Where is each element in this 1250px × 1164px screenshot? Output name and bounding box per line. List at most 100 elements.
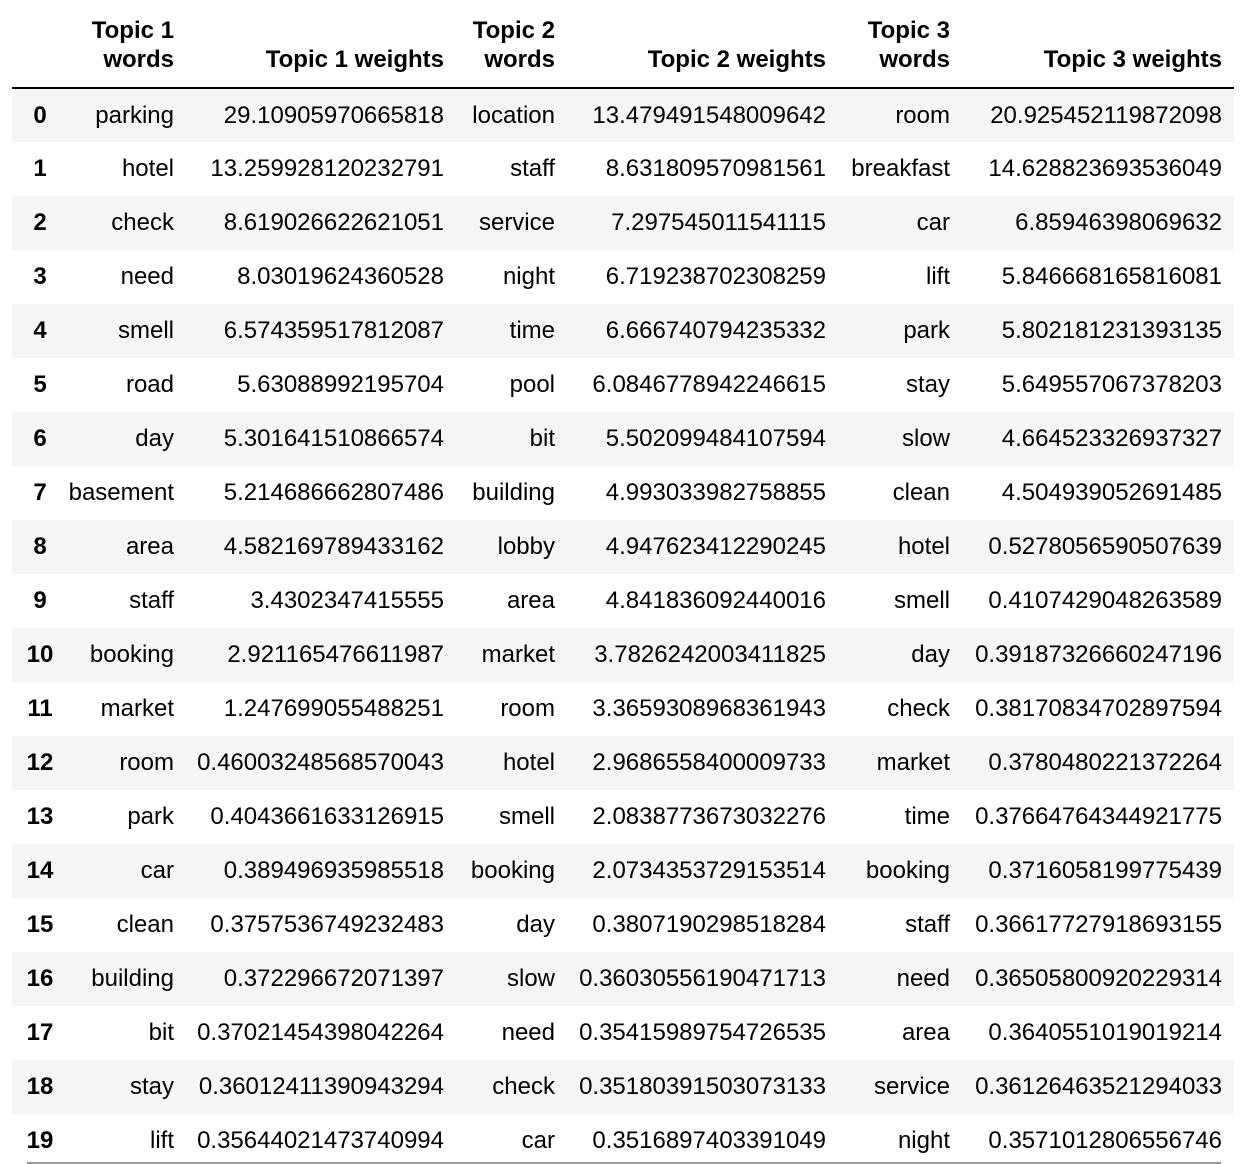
table-row: 14 car 0.389496935985518 booking 2.073435372… [12,844,1234,898]
topic1-word-cell: area [64,520,186,574]
topic2-word-cell: slow [456,952,567,1006]
topic3-word-cell: stay [838,358,962,412]
topic2-weight-cell: 0.36030556190471713 [567,952,838,1006]
topic1-weight-cell: 0.372296672071397 [186,952,456,1006]
topic3-weight-cell: 20.925452119872098 [962,88,1234,142]
row-index-cell: 5 [12,358,64,412]
topic2-weight-cell: 2.0734353729153514 [567,844,838,898]
topic3-word-cell: car [838,196,962,250]
header-topic3-words: Topic 3 words [838,0,962,89]
topic2-word-cell: area [456,574,567,628]
topic2-word-cell: room [456,682,567,736]
row-index-cell: 13 [12,790,64,844]
topic3-weight-cell: 5.649557067378203 [962,358,1234,412]
topic3-word-cell: night [838,1114,962,1164]
topic1-word-cell: check [64,196,186,250]
row-index-cell: 8 [12,520,64,574]
row-index-cell: 16 [12,952,64,1006]
row-index-cell: 10 [12,628,64,682]
table-row: 0 parking 29.10905970665818 location 13.4794… [12,88,1234,142]
topic3-word-cell: slow [838,412,962,466]
topic3-weight-cell: 4.664523326937327 [962,412,1234,466]
topic3-word-cell: market [838,736,962,790]
topic1-word-cell: market [64,682,186,736]
topic2-weight-cell: 0.3807190298518284 [567,898,838,952]
topic2-word-cell: smell [456,790,567,844]
dataframe-output: Topic 1 words Topic 1 weights Topic 2 word… [12,0,1234,1164]
table-row: 2 check 8.619026622621051 service 7.29754501… [12,196,1234,250]
topic1-word-cell: bit [64,1006,186,1060]
topic3-weight-cell: 4.504939052691485 [962,466,1234,520]
topic3-word-cell: park [838,304,962,358]
topic2-weight-cell: 7.297545011541115 [567,196,838,250]
topic1-word-cell: hotel [64,142,186,196]
topic2-weight-cell: 6.719238702308259 [567,250,838,304]
topic3-weight-cell: 14.628823693536049 [962,142,1234,196]
row-index-cell: 12 [12,736,64,790]
row-index-cell: 1 [12,142,64,196]
topic1-weight-cell: 13.259928120232791 [186,142,456,196]
topic1-weight-cell: 1.247699055488251 [186,682,456,736]
table-row: 6 day 5.301641510866574 bit 5.50209948410759… [12,412,1234,466]
topic1-word-cell: smell [64,304,186,358]
topic1-word-cell: staff [64,574,186,628]
topic1-word-cell: park [64,790,186,844]
topic3-word-cell: check [838,682,962,736]
row-index-cell: 4 [12,304,64,358]
row-index-cell: 18 [12,1060,64,1114]
topic2-weight-cell: 3.3659308968361943 [567,682,838,736]
topic3-weight-cell: 0.3716058199775439 [962,844,1234,898]
header-topic1-weights: Topic 1 weights [186,0,456,89]
topic3-word-cell: staff [838,898,962,952]
topic2-weight-cell: 6.0846778942246615 [567,358,838,412]
row-index-cell: 9 [12,574,64,628]
row-index-cell: 3 [12,250,64,304]
topic3-weight-cell: 6.85946398069632 [962,196,1234,250]
topic1-weight-cell: 5.63088992195704 [186,358,456,412]
row-index-cell: 15 [12,898,64,952]
topic1-word-cell: building [64,952,186,1006]
topic2-word-cell: staff [456,142,567,196]
table-row: 17 bit 0.37021454398042264 need 0.3541598975… [12,1006,1234,1060]
topic2-word-cell: time [456,304,567,358]
topic2-word-cell: building [456,466,567,520]
topic2-word-cell: bit [456,412,567,466]
header-topic2-weights: Topic 2 weights [567,0,838,89]
topic2-word-cell: service [456,196,567,250]
topic2-weight-cell: 5.502099484107594 [567,412,838,466]
topic2-word-cell: check [456,1060,567,1114]
topic3-weight-cell: 0.3640551019019214 [962,1006,1234,1060]
table-row: 4 smell 6.574359517812087 time 6.66674079423… [12,304,1234,358]
topic3-word-cell: booking [838,844,962,898]
topic2-weight-cell: 0.3516897403391049 [567,1114,838,1164]
topic2-weight-cell: 4.947623412290245 [567,520,838,574]
topic2-word-cell: location [456,88,567,142]
header-topic3-weights: Topic 3 weights [962,0,1234,89]
row-index-cell: 7 [12,466,64,520]
topic2-weight-cell: 0.35415989754726535 [567,1006,838,1060]
row-index-cell: 14 [12,844,64,898]
table-row: 7 basement 5.214686662807486 building 4.9930… [12,466,1234,520]
row-index-cell: 2 [12,196,64,250]
topic2-weight-cell: 3.7826242003411825 [567,628,838,682]
topic2-weight-cell: 4.993033982758855 [567,466,838,520]
topic3-word-cell: smell [838,574,962,628]
topic3-word-cell: need [838,952,962,1006]
topic1-weight-cell: 0.35644021473740994 [186,1114,456,1164]
topic2-weight-cell: 2.0838773673032276 [567,790,838,844]
topic3-weight-cell: 5.802181231393135 [962,304,1234,358]
topic1-weight-cell: 4.582169789433162 [186,520,456,574]
topic2-weight-cell: 0.35180391503073133 [567,1060,838,1114]
table-row: 16 building 0.372296672071397 slow 0.3603055… [12,952,1234,1006]
topic1-weight-cell: 0.389496935985518 [186,844,456,898]
table-row: 8 area 4.582169789433162 lobby 4.94762341229… [12,520,1234,574]
topic2-word-cell: lobby [456,520,567,574]
topic1-word-cell: stay [64,1060,186,1114]
topic3-word-cell: lift [838,250,962,304]
topic3-weight-cell: 0.3571012806556746 [962,1114,1234,1164]
topic2-word-cell: car [456,1114,567,1164]
table-row: 19 lift 0.35644021473740994 car 0.3516897403… [12,1114,1234,1164]
topic2-weight-cell: 2.9686558400009733 [567,736,838,790]
header-topic1-words: Topic 1 words [64,0,186,89]
row-index-cell: 19 [12,1114,64,1164]
